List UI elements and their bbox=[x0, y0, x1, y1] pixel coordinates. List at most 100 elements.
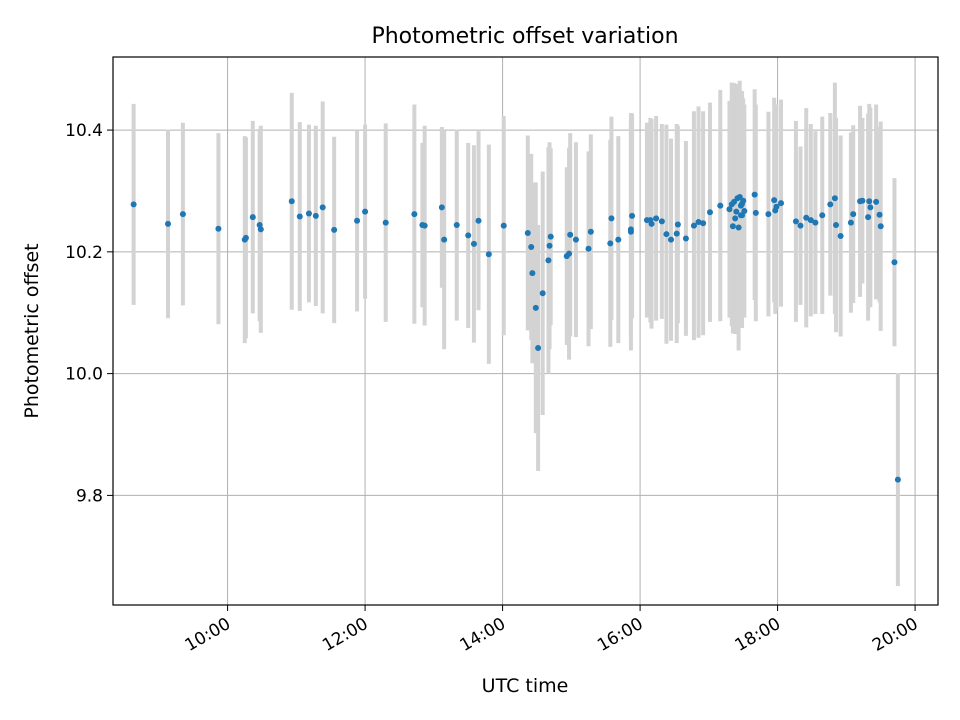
data-point bbox=[382, 219, 389, 226]
data-point bbox=[741, 208, 748, 215]
data-point bbox=[706, 209, 713, 216]
x-axis-label: UTC time bbox=[482, 675, 569, 697]
data-point bbox=[865, 214, 872, 221]
x-tick-label: 18:00 bbox=[732, 614, 784, 656]
data-point bbox=[331, 226, 338, 233]
x-tick-label: 10:00 bbox=[182, 614, 234, 656]
data-point bbox=[803, 214, 810, 221]
data-point bbox=[545, 257, 552, 264]
data-point bbox=[732, 215, 739, 222]
data-point bbox=[627, 228, 634, 235]
data-point bbox=[827, 201, 834, 208]
data-point bbox=[847, 219, 854, 226]
data-point bbox=[877, 223, 884, 230]
y-tick-label: 10.0 bbox=[65, 365, 103, 385]
errorbar-layer bbox=[131, 80, 900, 587]
data-point bbox=[695, 219, 702, 226]
data-point bbox=[615, 236, 622, 243]
data-point bbox=[752, 209, 759, 216]
data-point bbox=[717, 202, 724, 209]
data-point bbox=[179, 211, 186, 218]
data-point bbox=[485, 251, 492, 258]
y-axis-label: Photometric offset bbox=[21, 243, 43, 418]
data-point bbox=[653, 215, 660, 222]
data-points bbox=[130, 191, 901, 483]
data-point bbox=[546, 242, 553, 249]
data-point bbox=[837, 233, 844, 240]
data-point bbox=[528, 243, 535, 250]
data-point bbox=[859, 197, 866, 204]
plot-frame bbox=[112, 56, 939, 606]
data-point bbox=[532, 304, 539, 311]
data-point bbox=[608, 215, 615, 222]
data-point bbox=[288, 198, 295, 205]
data-point bbox=[535, 345, 542, 352]
data-point bbox=[819, 212, 826, 219]
x-tick-label: 12:00 bbox=[319, 614, 371, 656]
data-point bbox=[242, 234, 249, 241]
data-point bbox=[585, 245, 592, 252]
data-point bbox=[891, 259, 898, 266]
data-point bbox=[441, 236, 448, 243]
data-point bbox=[733, 208, 740, 215]
y-tick-label: 9.8 bbox=[76, 486, 103, 506]
data-point bbox=[663, 231, 670, 238]
data-point bbox=[700, 220, 707, 227]
data-point bbox=[539, 290, 546, 297]
x-tick-label: 20:00 bbox=[869, 614, 921, 656]
data-point bbox=[567, 231, 574, 238]
data-point bbox=[726, 206, 733, 213]
data-point bbox=[668, 236, 675, 243]
data-point bbox=[812, 219, 819, 226]
y-tick-label: 10.2 bbox=[65, 243, 103, 263]
x-tick-label: 16:00 bbox=[594, 614, 646, 656]
data-point bbox=[524, 229, 531, 236]
data-point bbox=[648, 220, 655, 227]
data-point bbox=[658, 218, 665, 225]
data-point bbox=[572, 236, 579, 243]
data-point bbox=[740, 197, 747, 204]
data-point bbox=[771, 197, 778, 204]
data-point bbox=[773, 203, 780, 210]
data-point bbox=[673, 230, 680, 237]
data-point bbox=[850, 211, 857, 218]
data-point bbox=[438, 204, 445, 211]
data-point bbox=[807, 217, 814, 224]
data-point bbox=[587, 228, 594, 235]
data-point bbox=[690, 222, 697, 229]
data-point bbox=[470, 240, 477, 247]
data-point bbox=[529, 270, 536, 277]
data-point bbox=[831, 195, 838, 202]
data-point bbox=[607, 240, 614, 247]
data-point bbox=[566, 250, 573, 257]
x-tick-label: 14:00 bbox=[457, 614, 509, 656]
data-point bbox=[296, 213, 303, 220]
data-point bbox=[547, 233, 554, 240]
data-point bbox=[674, 221, 681, 228]
data-point bbox=[629, 212, 636, 219]
data-point bbox=[249, 214, 256, 221]
data-point bbox=[778, 200, 785, 207]
data-point bbox=[257, 226, 264, 233]
data-point bbox=[421, 222, 428, 229]
data-point bbox=[797, 222, 804, 229]
chart-title: Photometric offset variation bbox=[371, 24, 678, 49]
data-point bbox=[751, 191, 758, 198]
data-point bbox=[866, 198, 873, 205]
data-point bbox=[130, 201, 137, 208]
data-point bbox=[305, 210, 312, 217]
data-point bbox=[453, 222, 460, 229]
data-point bbox=[792, 218, 799, 225]
data-point bbox=[319, 204, 326, 211]
data-point bbox=[873, 198, 880, 205]
data-point bbox=[411, 211, 418, 218]
data-point bbox=[735, 224, 742, 231]
data-point bbox=[362, 208, 369, 215]
data-point bbox=[165, 220, 171, 227]
data-point bbox=[312, 212, 319, 219]
data-point bbox=[867, 204, 874, 211]
data-point bbox=[765, 211, 772, 218]
data-point bbox=[465, 232, 472, 239]
data-point bbox=[876, 211, 883, 218]
